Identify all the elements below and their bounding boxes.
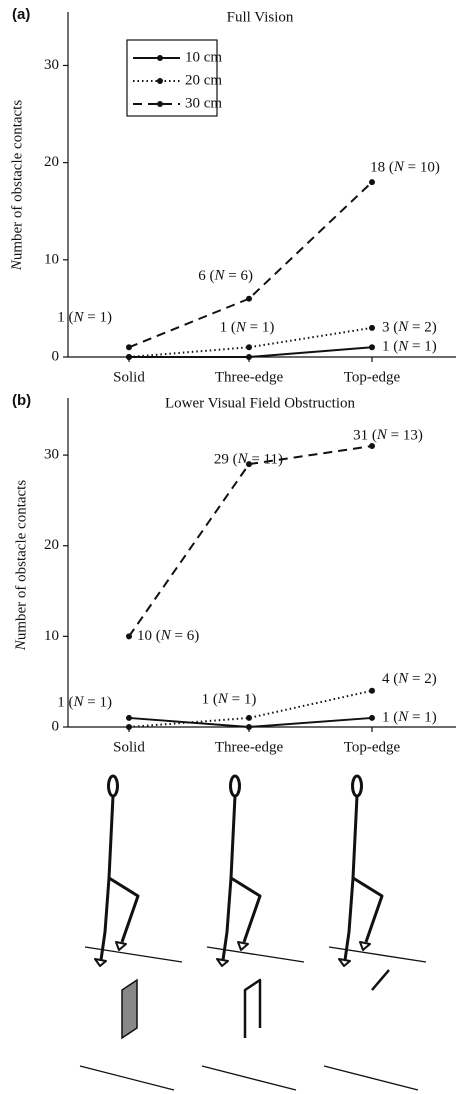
illustrations bbox=[79, 774, 427, 1091]
point bbox=[246, 461, 252, 468]
point bbox=[246, 724, 252, 730]
point bbox=[369, 344, 375, 351]
y-tick-label: 0 bbox=[52, 348, 60, 364]
body bbox=[229, 795, 262, 943]
y-tick-label: 10 bbox=[44, 628, 59, 644]
legend-label: 10 cm bbox=[185, 49, 222, 65]
y-tick-label: 20 bbox=[44, 537, 59, 553]
data-label: 29 (N = 11) bbox=[214, 452, 283, 468]
point bbox=[369, 324, 375, 331]
data-label: 18 (N = 10) bbox=[370, 160, 440, 176]
leg bbox=[99, 877, 111, 961]
legend-marker bbox=[157, 55, 163, 61]
point bbox=[369, 714, 375, 721]
x-tick-label: Three-edge bbox=[215, 739, 284, 755]
chart-title: Lower Visual Field Obstruction bbox=[165, 395, 356, 411]
point bbox=[126, 354, 132, 360]
head bbox=[351, 774, 363, 798]
x-tick-label: Top-edge bbox=[344, 739, 401, 755]
legend-marker bbox=[157, 101, 163, 107]
y-axis-label: Number of obstacle contacts bbox=[13, 480, 29, 652]
panel-label: (b) bbox=[12, 392, 31, 409]
y-axis-label: Number of obstacle contacts bbox=[9, 100, 25, 272]
point bbox=[246, 295, 252, 302]
point bbox=[246, 344, 252, 351]
data-label: 31 (N = 13) bbox=[353, 427, 423, 443]
series-line bbox=[128, 326, 373, 358]
point bbox=[369, 687, 375, 694]
obstacle bbox=[243, 978, 262, 1038]
data-label: 10 (N = 6) bbox=[137, 628, 199, 644]
foot bbox=[338, 958, 351, 967]
point bbox=[246, 714, 252, 721]
ground bbox=[201, 1065, 297, 1091]
leg bbox=[221, 877, 233, 961]
x-tick-label: Solid bbox=[113, 369, 145, 385]
y-tick-label: 0 bbox=[52, 718, 60, 734]
point bbox=[126, 724, 132, 730]
data-label: 4 (N = 2) bbox=[382, 671, 437, 687]
point bbox=[369, 443, 375, 450]
y-tick-label: 20 bbox=[44, 154, 59, 170]
data-label: 1 (N = 1) bbox=[382, 709, 437, 725]
series-line bbox=[128, 181, 373, 349]
data-label: 1 (N = 1) bbox=[57, 310, 112, 326]
point bbox=[369, 179, 375, 186]
foot bbox=[237, 941, 249, 951]
foot bbox=[359, 941, 371, 951]
data-label: 1 (N = 1) bbox=[382, 339, 437, 355]
legend-marker bbox=[157, 78, 163, 84]
obstacle bbox=[371, 969, 390, 991]
y-tick-label: 30 bbox=[44, 447, 59, 463]
head bbox=[107, 774, 119, 798]
y-tick-label: 30 bbox=[44, 57, 59, 73]
ground bbox=[84, 946, 183, 963]
point bbox=[246, 354, 252, 360]
foot bbox=[94, 958, 107, 967]
x-tick-label: Three-edge bbox=[215, 369, 284, 385]
ground bbox=[79, 1065, 175, 1091]
data-label: 1 (N = 1) bbox=[57, 694, 112, 710]
x-tick-label: Solid bbox=[113, 739, 145, 755]
point bbox=[126, 633, 132, 640]
series-line bbox=[128, 445, 373, 637]
body bbox=[351, 795, 384, 943]
x-tick-label: Top-edge bbox=[344, 369, 401, 385]
panel-label: (a) bbox=[12, 6, 30, 23]
y-tick-label: 10 bbox=[44, 251, 59, 267]
data-label: 1 (N = 1) bbox=[202, 691, 257, 707]
data-label: 3 (N = 2) bbox=[382, 319, 437, 335]
body bbox=[107, 795, 140, 943]
ground bbox=[328, 946, 427, 963]
data-label: 6 (N = 6) bbox=[198, 268, 253, 284]
foot bbox=[216, 958, 229, 967]
ground bbox=[323, 1065, 419, 1091]
obstacle bbox=[121, 978, 138, 1040]
point bbox=[126, 344, 132, 351]
ground bbox=[206, 946, 305, 963]
chart-title: Full Vision bbox=[227, 9, 294, 25]
legend-label: 20 cm bbox=[185, 72, 222, 88]
head bbox=[229, 774, 241, 798]
leg bbox=[343, 877, 355, 961]
point bbox=[126, 714, 132, 721]
foot bbox=[115, 941, 127, 951]
data-label: 1 (N = 1) bbox=[220, 320, 275, 336]
legend-label: 30 cm bbox=[185, 95, 222, 111]
